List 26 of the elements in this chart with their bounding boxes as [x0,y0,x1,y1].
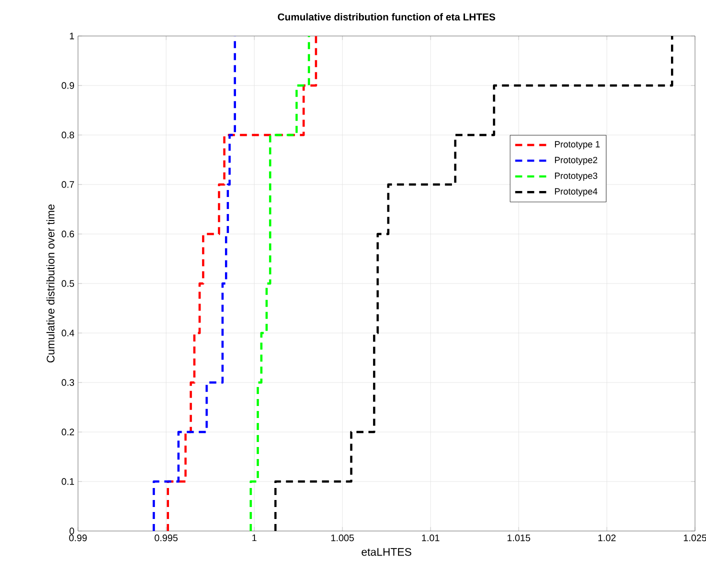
y-tick-label: 0.8 [62,132,74,138]
legend-label: Prototype4 [555,188,598,196]
x-tick-label: 1.015 [508,534,530,542]
y-tick-label: 0.1 [62,478,74,485]
x-axis-title: etaLHTES [362,548,412,556]
y-tick-label: 0.2 [62,428,74,436]
legend-label: Prototype3 [555,172,598,181]
y-tick-label: 1 [70,32,74,40]
x-tick-label: 1 [252,534,256,542]
y-tick-label: 0.9 [62,82,74,89]
chart-title: Cumulative distribution function of eta LHTES [278,13,496,20]
x-tick-label: 1.01 [422,534,440,542]
y-tick-label: 0.7 [62,181,74,188]
y-tick-label: 0.3 [62,379,74,386]
legend-label: Prototype 1 [555,141,600,150]
y-tick-label: 0 [70,528,74,534]
x-tick-label: 0.99 [69,534,87,542]
y-tick-label: 0.4 [62,330,74,336]
x-tick-label: 1.025 [684,534,706,542]
y-tick-label: 0.5 [62,280,74,287]
x-tick-label: 1.005 [331,534,354,542]
x-tick-label: 1.02 [598,534,616,542]
y-tick-label: 0.6 [62,230,74,238]
x-tick-label: 0.995 [154,534,178,542]
legend-label: Prototype2 [555,156,598,165]
y-axis-title: Cumulative distribution over time [46,204,54,362]
